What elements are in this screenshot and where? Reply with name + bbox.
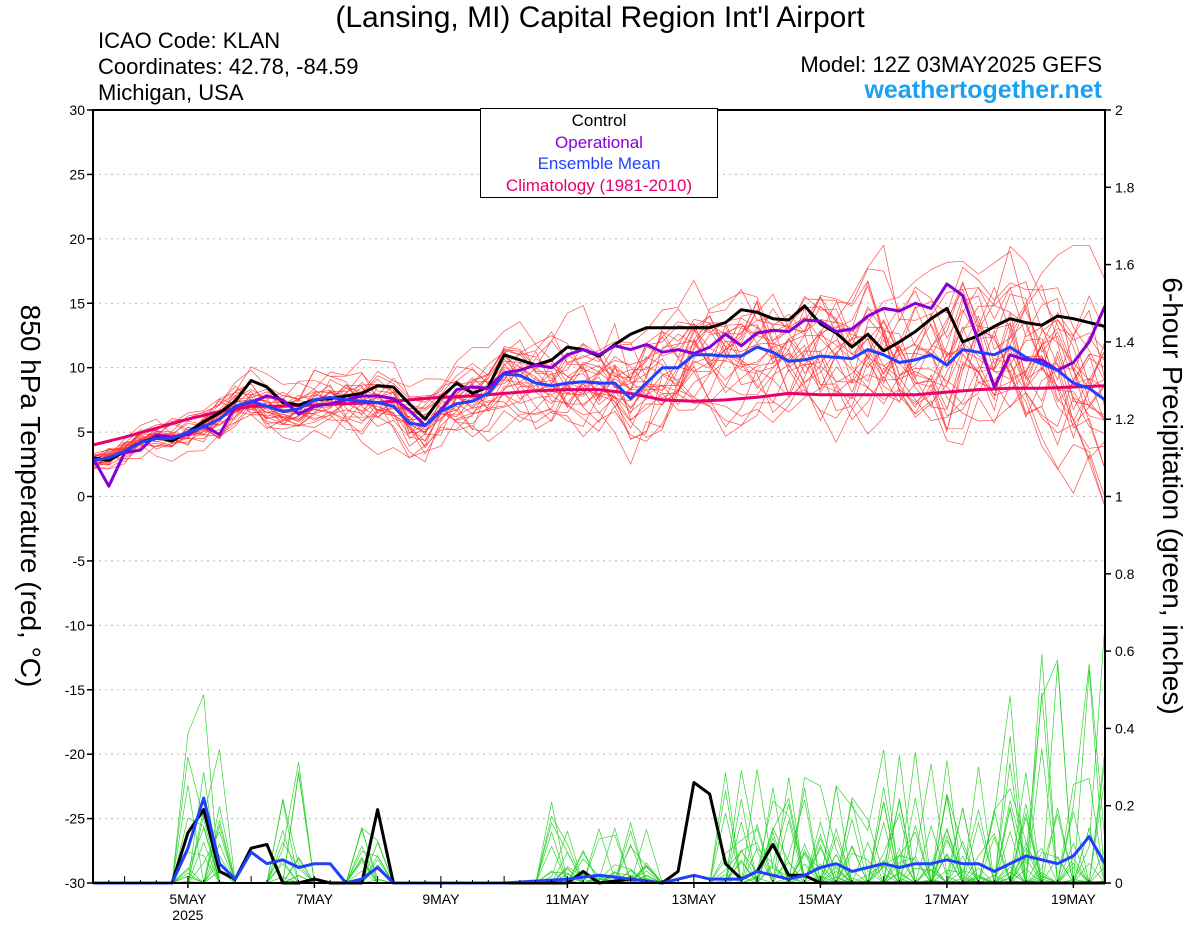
right-axis-label: 6-hour Precipitation (green, inches) bbox=[1157, 277, 1188, 715]
right-tick-label: 0 bbox=[1115, 875, 1123, 891]
x-tick-label: 19MAY bbox=[1051, 891, 1097, 907]
right-tick-label: 0.8 bbox=[1115, 566, 1135, 582]
left-tick-label: 30 bbox=[69, 102, 85, 118]
left-tick-label: -5 bbox=[73, 553, 86, 569]
right-tick-label: 0.4 bbox=[1115, 720, 1135, 736]
temp-member-line bbox=[92, 244, 1106, 458]
temp-climatology-1981-2010-line bbox=[92, 384, 1106, 447]
chart-grid bbox=[93, 173, 1105, 820]
legend-climatology: Climatology (1981-2010) bbox=[505, 175, 693, 195]
region: Michigan, USA bbox=[98, 80, 244, 105]
temp-member-line bbox=[92, 301, 1106, 458]
legend: Control Operational Ensemble Mean Climat… bbox=[480, 108, 718, 198]
right-tick-label: 2 bbox=[1115, 102, 1123, 118]
left-tick-label: 25 bbox=[69, 166, 85, 182]
left-tick-label: 0 bbox=[77, 489, 85, 505]
temp-member-line bbox=[92, 280, 1106, 466]
temp-member-line bbox=[92, 281, 1106, 470]
left-tick-label: -15 bbox=[65, 682, 85, 698]
left-tick-label: 5 bbox=[77, 424, 85, 440]
right-tick-label: 1.6 bbox=[1115, 257, 1135, 273]
temp-member-line bbox=[92, 266, 1106, 466]
coordinates: Coordinates: 42.78, -84.59 bbox=[98, 54, 359, 79]
left-axis-label: 850 hPa Temperature (red, °C) bbox=[15, 304, 46, 688]
chart-series bbox=[91, 282, 1107, 885]
precip-member-line bbox=[93, 787, 1106, 885]
right-tick-label: 0.6 bbox=[1115, 643, 1135, 659]
left-tick-label: -20 bbox=[65, 746, 85, 762]
legend-control: Control bbox=[571, 111, 627, 130]
chart-title: (Lansing, MI) Capital Region Int'l Airpo… bbox=[335, 1, 865, 34]
left-tick-label: -30 bbox=[65, 875, 85, 891]
temp-member-line bbox=[92, 313, 1106, 465]
temp-member-line bbox=[92, 324, 1106, 507]
temp-member-line bbox=[92, 285, 1106, 469]
temp-member-line bbox=[92, 323, 1106, 463]
x-tick-label: 5MAY bbox=[169, 891, 207, 907]
temp-member-line bbox=[92, 295, 1106, 464]
icao-code: ICAO Code: KLAN bbox=[98, 28, 281, 53]
temp-ensemble-members bbox=[92, 244, 1106, 508]
precip-member-line bbox=[93, 801, 1105, 884]
x-tick-label: 7MAY bbox=[296, 891, 334, 907]
legend-operational: Operational bbox=[555, 132, 643, 152]
left-tick-label: 10 bbox=[69, 360, 85, 376]
precip-ensemble-mean-line bbox=[93, 796, 1107, 885]
x-tick-label: 17MAY bbox=[924, 891, 970, 907]
precip-ensemble-members bbox=[93, 622, 1106, 885]
temp-member-line bbox=[92, 250, 1106, 454]
temp-member-line bbox=[92, 307, 1106, 464]
x-year-label: 2025 bbox=[172, 907, 203, 923]
legend-ensemble-mean: Ensemble Mean bbox=[537, 154, 661, 173]
temp-member-line bbox=[92, 286, 1106, 470]
right-tick-label: 1.4 bbox=[1115, 334, 1135, 350]
temp-member-line bbox=[92, 280, 1106, 465]
right-axis: 2 1.8 1.6 1.4 1.2 1 0.8 0.6 0.4 0.2 0 bbox=[1105, 102, 1135, 891]
right-tick-label: 1.2 bbox=[1115, 411, 1135, 427]
temp-member-line bbox=[92, 287, 1106, 461]
precip-member-line bbox=[93, 622, 1106, 884]
right-tick-label: 0.2 bbox=[1115, 798, 1135, 814]
temp-ensemble-mean-line bbox=[92, 345, 1106, 462]
x-tick-label: 15MAY bbox=[798, 891, 844, 907]
model-run: Model: 12Z 03MAY2025 GEFS bbox=[800, 52, 1102, 77]
left-tick-label: 20 bbox=[69, 231, 85, 247]
temp-member-line bbox=[92, 298, 1106, 465]
site-link[interactable]: weathertogether.net bbox=[864, 76, 1102, 104]
right-tick-label: 1 bbox=[1115, 489, 1123, 505]
right-tick-label: 1.8 bbox=[1115, 179, 1135, 195]
x-tick-label: 13MAY bbox=[671, 891, 717, 907]
left-tick-label: 15 bbox=[69, 295, 85, 311]
precip-member-line bbox=[93, 800, 1105, 884]
temp-operational-line bbox=[91, 282, 1107, 488]
temp-member-line bbox=[92, 268, 1106, 462]
x-tick-label: 9MAY bbox=[422, 891, 460, 907]
x-tick-label: 11MAY bbox=[545, 891, 589, 907]
left-tick-label: -10 bbox=[65, 617, 85, 633]
left-axis: 30 25 20 15 10 5 0 -5 -10 -15 -20 -25 -30 bbox=[65, 102, 93, 891]
left-tick-label: -25 bbox=[65, 811, 85, 827]
